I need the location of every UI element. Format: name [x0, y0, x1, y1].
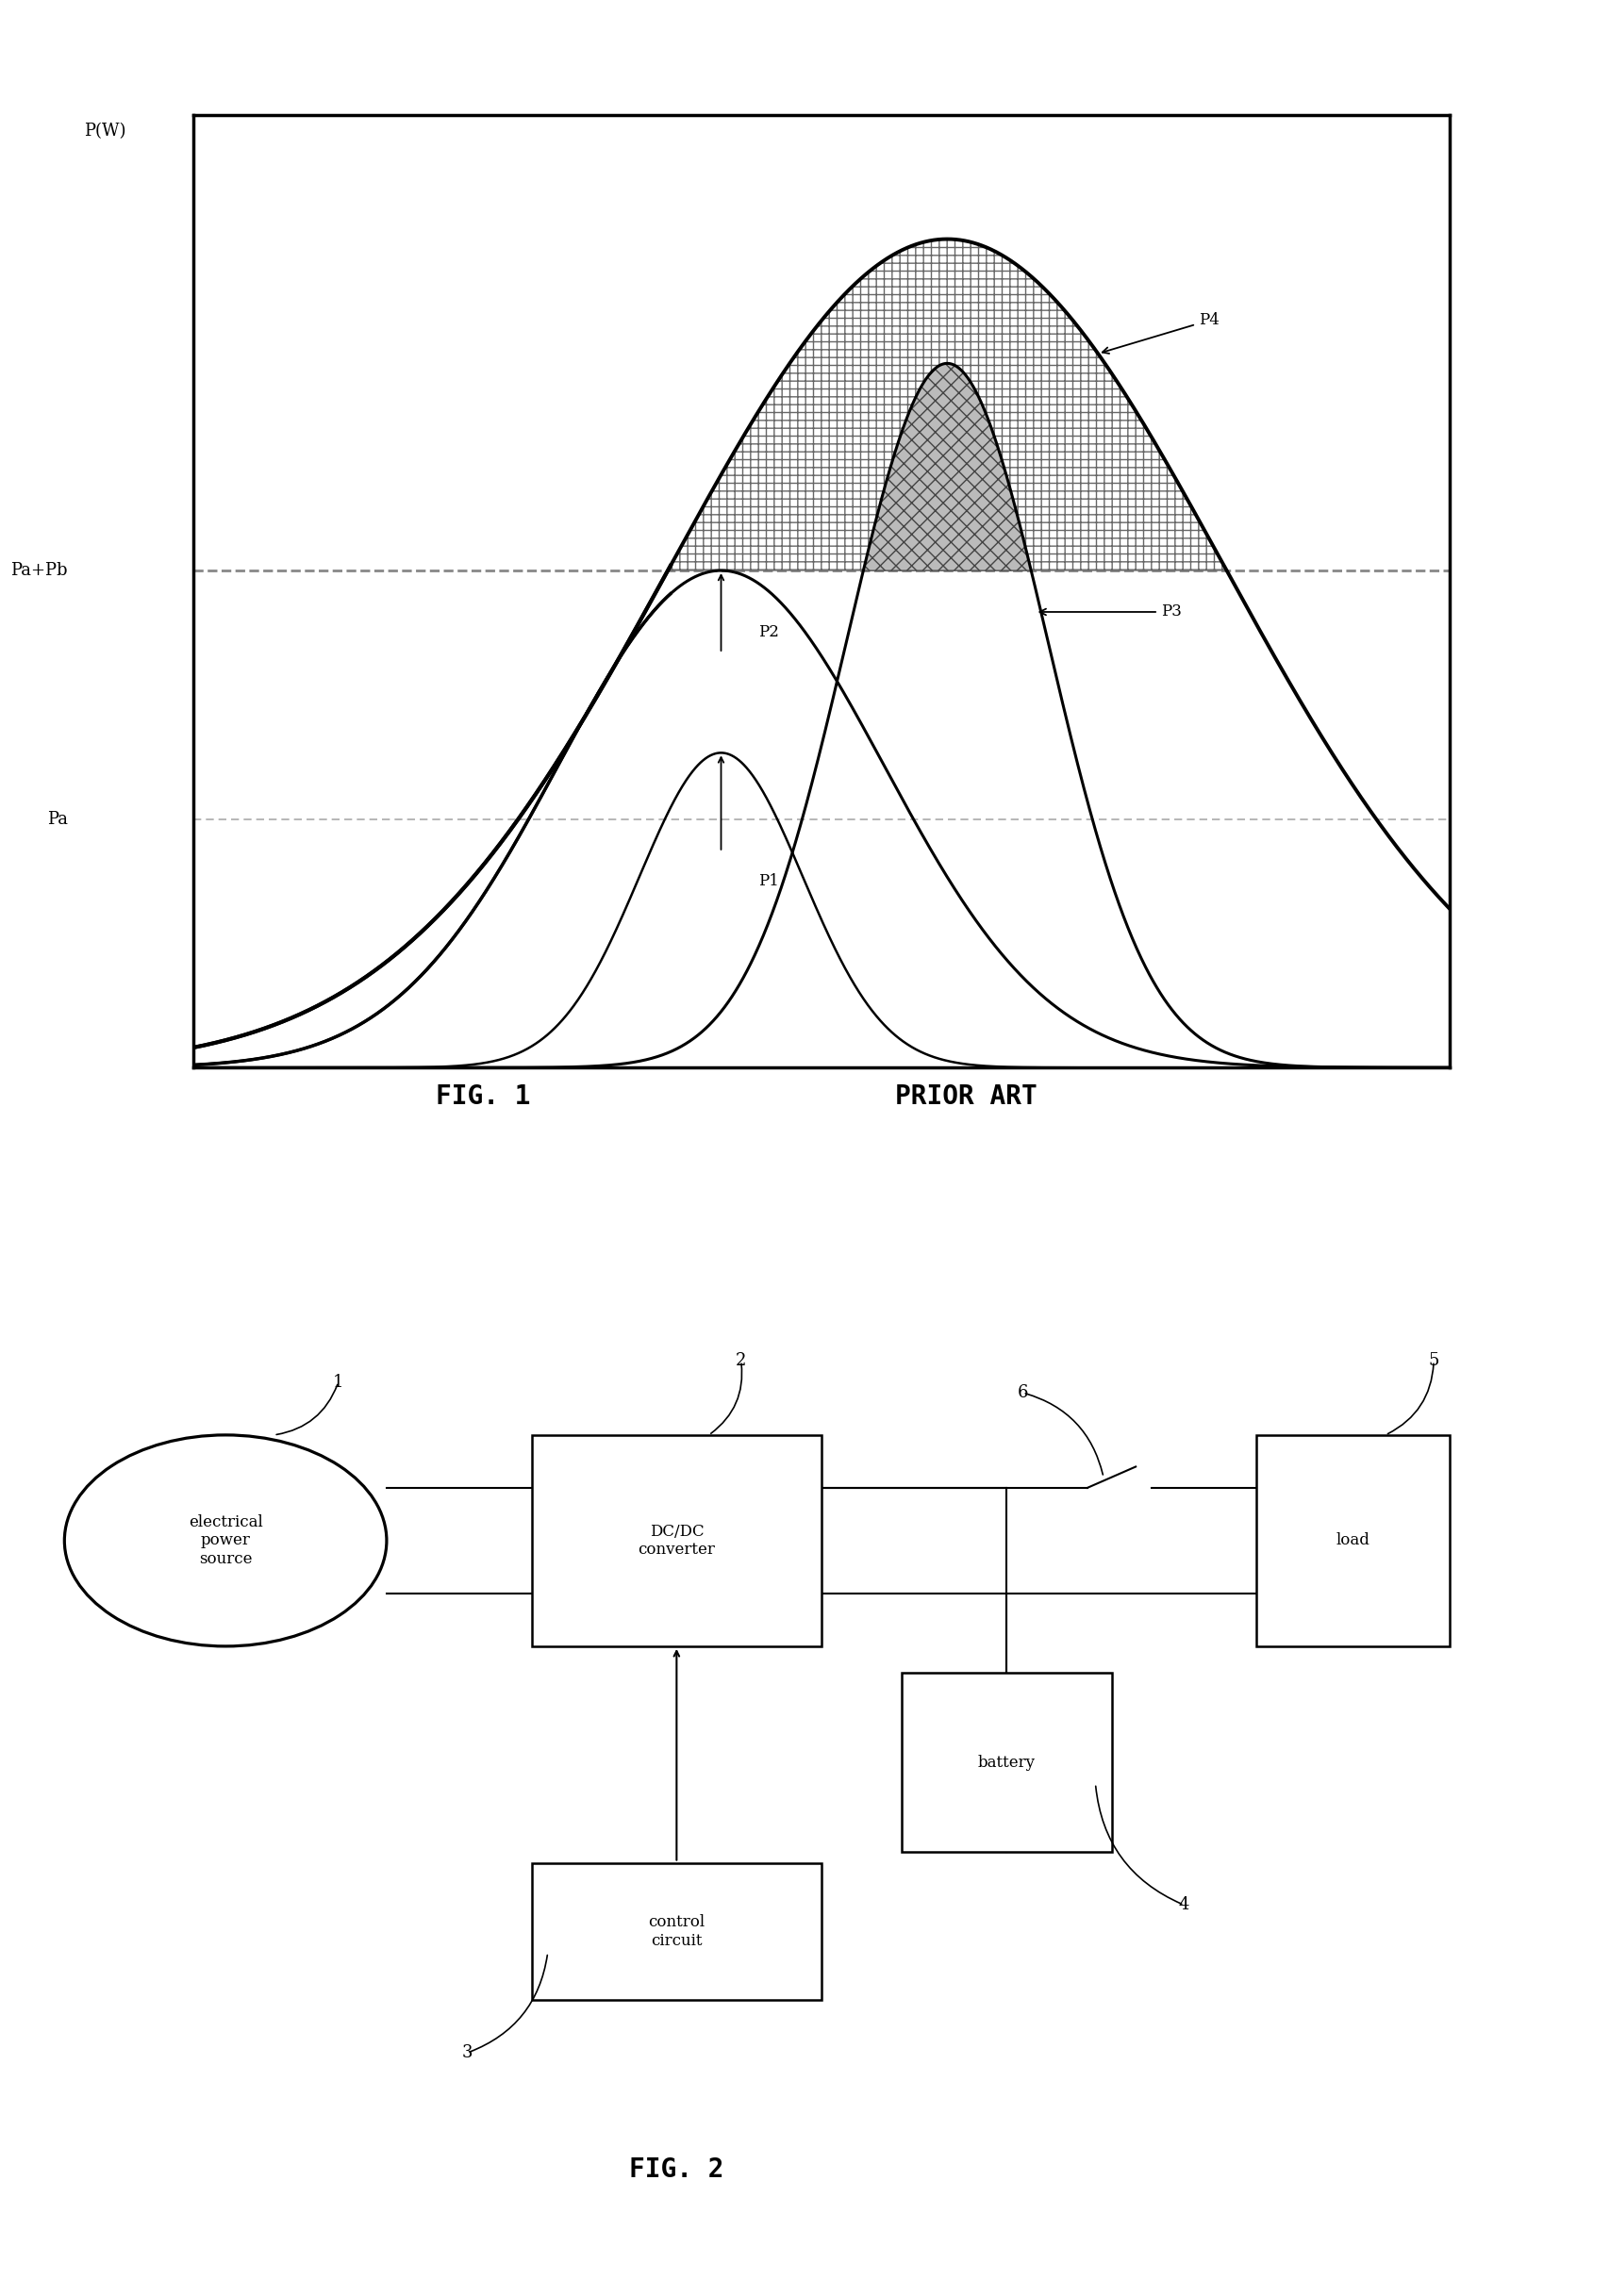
- Text: electrical
power
source: electrical power source: [188, 1513, 262, 1568]
- Bar: [902, 1671, 1111, 1853]
- Text: FIG. 2: FIG. 2: [630, 2156, 723, 2183]
- Bar: [1256, 1435, 1449, 1646]
- Text: DC/DC
converter: DC/DC converter: [638, 1522, 715, 1559]
- Text: control
circuit: control circuit: [647, 1915, 705, 1949]
- Text: P3: P3: [1038, 604, 1180, 620]
- Text: Pa+Pb: Pa+Pb: [11, 563, 68, 579]
- Text: P4: P4: [1101, 312, 1219, 354]
- Text: 3: 3: [462, 2043, 472, 2062]
- Text: 6: 6: [1018, 1384, 1027, 1401]
- Bar: [531, 1435, 821, 1646]
- Text: PRIOR ART: PRIOR ART: [895, 1084, 1037, 1109]
- Text: Pa: Pa: [47, 810, 68, 827]
- Text: battery: battery: [977, 1754, 1035, 1770]
- Text: P(W): P(W): [84, 122, 126, 140]
- Text: 4: 4: [1179, 1896, 1188, 1913]
- Text: 1: 1: [333, 1373, 343, 1391]
- Text: P2: P2: [758, 625, 779, 641]
- Bar: [531, 1862, 821, 2000]
- Text: 2: 2: [736, 1352, 745, 1368]
- Text: 5: 5: [1428, 1352, 1438, 1368]
- Text: load: load: [1335, 1534, 1370, 1548]
- Text: P1: P1: [758, 872, 779, 889]
- Text: FIG. 1: FIG. 1: [436, 1084, 530, 1109]
